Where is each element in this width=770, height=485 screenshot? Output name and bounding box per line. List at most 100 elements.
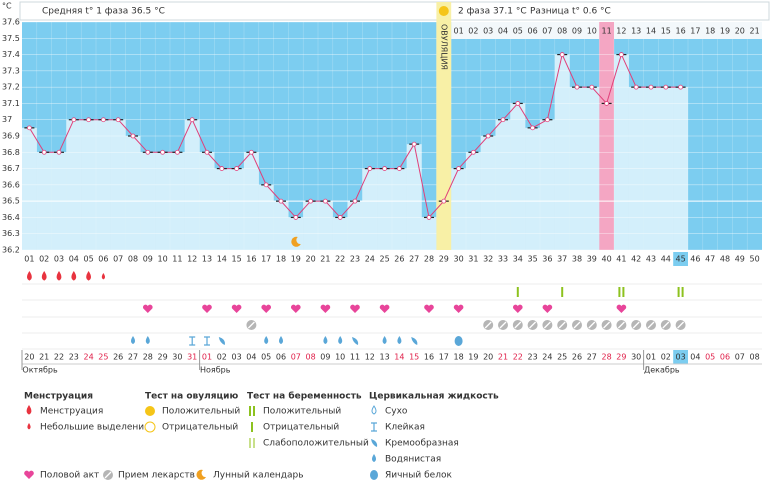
egg-white bbox=[454, 336, 463, 346]
drop bbox=[371, 405, 377, 415]
temp-bar bbox=[22, 127, 37, 250]
legend-item: Водянистая bbox=[385, 455, 441, 465]
day-number: 17 bbox=[261, 255, 271, 264]
date: 03 bbox=[676, 353, 686, 362]
legend-item: Кремообразная bbox=[385, 439, 459, 449]
legend-item: Половой акт bbox=[40, 471, 99, 481]
temp-point bbox=[71, 117, 77, 123]
temp-point bbox=[470, 149, 476, 155]
day-number: 33 bbox=[498, 255, 508, 264]
legend-item: Небольшие выделения bbox=[40, 423, 150, 433]
date: 06 bbox=[276, 353, 286, 362]
temp-point bbox=[619, 52, 624, 57]
temp-point bbox=[337, 215, 343, 220]
date: 14 bbox=[394, 353, 404, 362]
temp-bar bbox=[525, 127, 540, 250]
y-tick-label: 37.2 bbox=[2, 83, 20, 92]
legend-item: Положительный bbox=[263, 407, 341, 417]
temp-point bbox=[56, 149, 62, 155]
legend-egg bbox=[370, 470, 378, 480]
y-tick-label: 37.3 bbox=[2, 66, 20, 75]
current-date-box bbox=[673, 350, 688, 364]
date: 13 bbox=[380, 353, 390, 362]
post-ov-day: 13 bbox=[631, 27, 641, 36]
ovulation-icon bbox=[438, 6, 449, 16]
legend-item: Отрицательный bbox=[162, 423, 238, 433]
pill-slash bbox=[484, 321, 492, 329]
drop bbox=[26, 405, 32, 415]
day-number: 20 bbox=[306, 255, 316, 264]
date: 22 bbox=[54, 353, 64, 362]
date: 04 bbox=[690, 353, 700, 362]
day-number: 10 bbox=[158, 255, 168, 264]
legend-item: Сухо bbox=[385, 407, 408, 417]
pill-slash bbox=[603, 321, 611, 329]
heart bbox=[231, 304, 242, 313]
day-number: 38 bbox=[572, 255, 582, 264]
pill bbox=[646, 320, 656, 330]
day-number: 28 bbox=[424, 255, 434, 264]
day-number: 39 bbox=[587, 255, 597, 264]
temp-bar bbox=[273, 201, 289, 250]
temp-point bbox=[145, 149, 151, 155]
pill-slash bbox=[647, 321, 655, 329]
date: 08 bbox=[750, 353, 760, 362]
temp-point bbox=[86, 117, 91, 123]
date: 02 bbox=[217, 353, 227, 362]
day-number: 45 bbox=[676, 255, 686, 264]
y-tick-label: 36.2 bbox=[2, 246, 20, 255]
temp-point bbox=[115, 117, 121, 123]
day-number: 05 bbox=[84, 255, 94, 264]
y-tick-label: 36.3 bbox=[2, 229, 20, 238]
temp-point bbox=[559, 52, 565, 57]
post-ov-day: 14 bbox=[646, 27, 656, 36]
temp-point bbox=[26, 125, 32, 131]
y-tick-label: 37.4 bbox=[2, 50, 20, 59]
pill-slash bbox=[543, 321, 551, 329]
legend-item: Лунный календарь bbox=[213, 471, 304, 481]
test-bar bbox=[249, 438, 251, 448]
y-tick-label: 36.6 bbox=[2, 180, 20, 189]
heart bbox=[261, 304, 272, 313]
heart bbox=[512, 304, 523, 313]
test bbox=[516, 287, 519, 297]
test-bar bbox=[622, 287, 625, 297]
day-number: 15 bbox=[232, 255, 242, 264]
date: 19 bbox=[468, 353, 478, 362]
creamy bbox=[411, 337, 418, 345]
date: 12 bbox=[365, 353, 375, 362]
pill-slash bbox=[514, 321, 522, 329]
date: 21 bbox=[39, 353, 49, 362]
post-ov-day: 02 bbox=[468, 27, 478, 36]
temp-point bbox=[426, 215, 432, 220]
day-number: 01 bbox=[24, 255, 34, 264]
legend-title: Тест на овуляцию bbox=[145, 392, 238, 402]
temp-point bbox=[530, 125, 535, 131]
day-number: 23 bbox=[350, 255, 360, 264]
phase1: Средняя t° 1 фаза 36.5 °C bbox=[42, 7, 165, 17]
post-ov-day: 03 bbox=[483, 27, 493, 36]
heart bbox=[202, 304, 212, 313]
drop bbox=[71, 271, 77, 281]
pill bbox=[660, 320, 671, 330]
legend-title: Цервикальная жидкость bbox=[369, 392, 499, 402]
date: 17 bbox=[439, 353, 449, 362]
date: 31 bbox=[187, 353, 197, 362]
test-bar bbox=[516, 287, 519, 297]
temp-point bbox=[500, 117, 506, 123]
legend-item: Положительный bbox=[162, 407, 240, 417]
legend-item: Менструация bbox=[40, 407, 103, 417]
day-number: 25 bbox=[380, 255, 390, 264]
date: 08 bbox=[306, 353, 316, 362]
day-number: 37 bbox=[557, 255, 567, 264]
date: 29 bbox=[616, 353, 626, 362]
temp-bar bbox=[392, 168, 407, 250]
day-number: 22 bbox=[335, 255, 345, 264]
date: 20 bbox=[24, 353, 34, 362]
post-ov-day: 05 bbox=[513, 27, 523, 36]
post-ov-day: 20 bbox=[735, 27, 745, 36]
day-number: 09 bbox=[143, 255, 153, 264]
date: 09 bbox=[320, 353, 330, 362]
date: 05 bbox=[261, 353, 271, 362]
temp-bar bbox=[362, 168, 378, 250]
